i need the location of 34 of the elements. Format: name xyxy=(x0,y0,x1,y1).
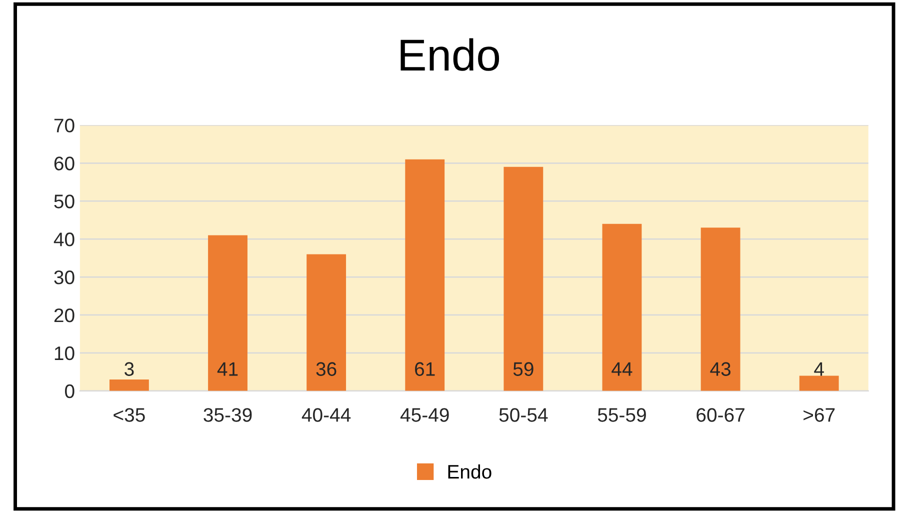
bar xyxy=(602,224,642,391)
bar xyxy=(700,228,740,391)
data-label: 41 xyxy=(217,362,238,376)
bar xyxy=(109,380,149,391)
x-tick-label: <35 xyxy=(114,408,145,422)
chart-title: Endo xyxy=(400,38,500,71)
x-tick-label: 35-39 xyxy=(204,408,252,422)
data-label: 61 xyxy=(415,362,435,376)
legend-label: Endo xyxy=(448,464,492,479)
y-tick-label: 40 xyxy=(54,232,74,246)
data-label: 4 xyxy=(814,362,824,376)
y-tick-label: 20 xyxy=(54,308,74,322)
bar xyxy=(799,376,839,391)
y-tick-label: 60 xyxy=(54,156,74,170)
x-tick-label: >67 xyxy=(804,408,835,422)
data-label: 43 xyxy=(710,362,730,376)
data-label: 36 xyxy=(316,362,336,376)
bar xyxy=(306,254,346,391)
bar xyxy=(208,235,248,391)
x-tick-label: 60-67 xyxy=(696,408,744,422)
data-label: 44 xyxy=(612,362,632,376)
x-tick-label: 45-49 xyxy=(400,408,449,422)
y-tick-label: 30 xyxy=(54,270,74,284)
bar xyxy=(504,166,544,391)
bar xyxy=(405,159,445,391)
y-tick-label: 10 xyxy=(54,346,74,360)
x-tick-label: 55-59 xyxy=(598,408,646,422)
x-tick-label: 40-44 xyxy=(302,408,351,422)
x-tick-label: 50-54 xyxy=(499,408,548,422)
y-tick-label: 0 xyxy=(65,384,74,398)
y-tick-label: 50 xyxy=(54,194,74,208)
data-label: 59 xyxy=(513,362,534,376)
data-label: 3 xyxy=(124,362,134,376)
y-tick-label: 70 xyxy=(54,118,74,132)
